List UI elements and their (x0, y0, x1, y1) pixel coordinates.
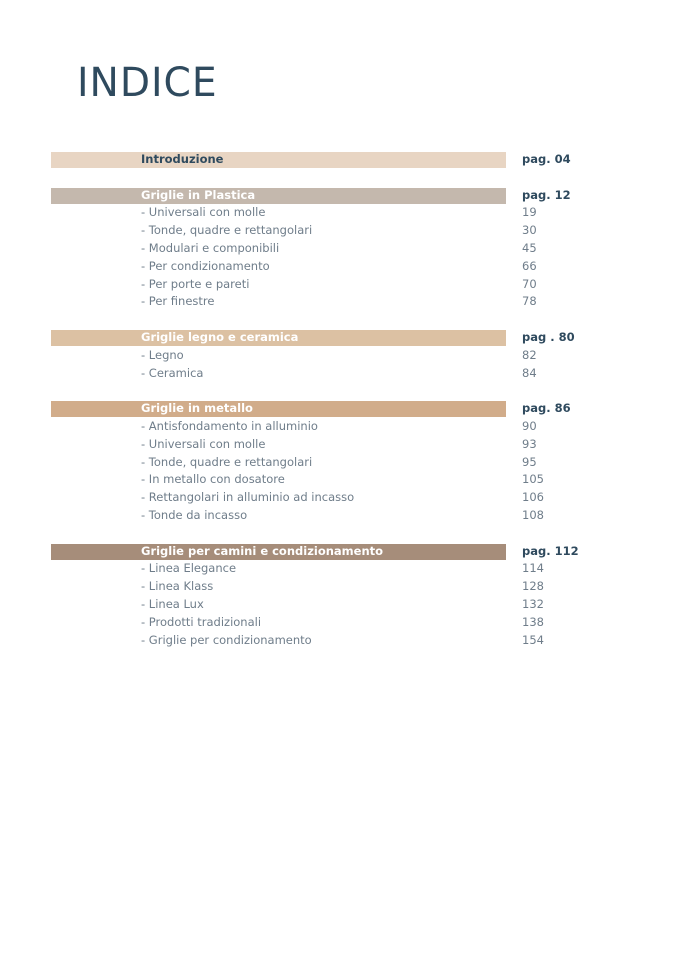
entry-page-number: 19 (522, 205, 537, 220)
entry-title: - Universali con molle (141, 436, 266, 451)
entry-page-number: 78 (522, 294, 537, 309)
entry-page-number: 90 (522, 418, 537, 433)
entry-title: - Tonde, quadre e rettangolari (141, 223, 313, 238)
entry-page-number: 132 (522, 596, 544, 611)
toc-entry[interactable]: - Rettangolari in alluminio ad incasso 10… (0, 489, 678, 507)
entry-page-number: 84 (522, 365, 537, 380)
entry-page-number: 106 (522, 490, 544, 505)
entry-title: - Modulari e componibili (141, 240, 280, 255)
entry-title: - Griglie per condizionamento (141, 632, 312, 647)
toc-entry[interactable]: - Tonde, quadre e rettangolari 30 (0, 222, 678, 240)
section-title: Introduzione (141, 152, 224, 166)
entry-page-number: 30 (522, 223, 537, 238)
page-title: INDICE (77, 60, 218, 106)
section-header[interactable]: Griglie in Plastica pag. 12 (0, 187, 678, 205)
entry-page-number: 93 (522, 436, 537, 451)
section-spacer (0, 311, 678, 329)
section-spacer (0, 525, 678, 543)
section-header[interactable]: Griglie per camini e condizionamento pag.… (0, 543, 678, 561)
toc-entry[interactable]: - Per porte e pareti 70 (0, 276, 678, 294)
toc-entry[interactable]: - Ceramica 84 (0, 365, 678, 383)
section-bar (51, 152, 506, 168)
toc-entry[interactable]: - Linea Lux 132 (0, 596, 678, 614)
toc-entry[interactable]: - Universali con molle 19 (0, 204, 678, 222)
toc-entry[interactable]: - Per condizionamento 66 (0, 258, 678, 276)
entry-page-number: 128 (522, 579, 544, 594)
entry-page-number: 82 (522, 347, 537, 362)
entry-page-number: 45 (522, 240, 537, 255)
entry-title: - Legno (141, 347, 184, 362)
entry-title: - Antisfondamento in alluminio (141, 418, 318, 433)
toc-entry[interactable]: - Legno 82 (0, 347, 678, 365)
toc-entry[interactable]: - Tonde da incasso 108 (0, 507, 678, 525)
section-bar (51, 187, 506, 204)
entry-title: - Tonde da incasso (141, 507, 248, 522)
toc-entry[interactable]: - Universali con molle 93 (0, 436, 678, 454)
section-title: Griglie per camini e condizionamento (141, 543, 384, 558)
section-header[interactable]: Griglie legno e ceramica pag . 80 (0, 329, 678, 347)
entry-title: - Per porte e pareti (141, 276, 250, 291)
section-spacer (0, 382, 678, 400)
section-header[interactable]: Griglie in metallo pag. 86 (0, 400, 678, 418)
section-title: Griglie in metallo (141, 401, 253, 416)
entry-title: - Linea Klass (141, 579, 214, 594)
section-bar (51, 329, 506, 346)
toc-entry[interactable]: - Modulari e componibili 45 (0, 240, 678, 258)
entry-title: - Prodotti tradizionali (141, 614, 262, 629)
toc-entry[interactable]: - Linea Klass 128 (0, 578, 678, 596)
entry-title: - Rettangolari in alluminio ad incasso (141, 490, 355, 505)
entry-title: - Linea Elegance (141, 561, 237, 576)
toc-entry[interactable]: - Antisfondamento in alluminio 90 (0, 418, 678, 436)
entry-page-number: 105 (522, 472, 544, 487)
entry-title: - Tonde, quadre e rettangolari (141, 454, 313, 469)
entry-title: - Per condizionamento (141, 258, 270, 273)
entry-page-number: 108 (522, 507, 544, 522)
entry-page-number: 66 (522, 258, 537, 273)
section-page-number: pag . 80 (522, 329, 575, 344)
entry-title: - Per finestre (141, 294, 215, 309)
table-of-contents: Introduzione pag. 04 Griglie in Plastica pa… (0, 151, 678, 649)
section-page-number: pag. 12 (522, 187, 571, 202)
entry-page-number: 70 (522, 276, 537, 291)
entry-title: - Universali con molle (141, 205, 266, 220)
section-spacer (0, 169, 678, 187)
entry-title: - Linea Lux (141, 596, 204, 611)
section-header[interactable]: Introduzione pag. 04 (0, 151, 678, 169)
entry-page-number: 95 (522, 454, 537, 469)
toc-entry[interactable]: - Per finestre 78 (0, 293, 678, 311)
entry-page-number: 138 (522, 614, 544, 629)
toc-entry[interactable]: - Prodotti tradizionali 138 (0, 614, 678, 632)
section-title: Griglie legno e ceramica (141, 329, 299, 344)
toc-entry[interactable]: - Linea Elegance 114 (0, 560, 678, 578)
entry-title: - In metallo con dosatore (141, 472, 285, 487)
section-title: Griglie in Plastica (141, 187, 256, 202)
section-page-number: pag. 04 (522, 152, 571, 166)
toc-entry[interactable]: - Tonde, quadre e rettangolari 95 (0, 454, 678, 472)
section-bar (51, 543, 506, 560)
entry-page-number: 114 (522, 561, 544, 576)
section-page-number: pag. 112 (522, 543, 579, 558)
toc-entry[interactable]: - In metallo con dosatore 105 (0, 471, 678, 489)
toc-entry[interactable]: - Griglie per condizionamento 154 (0, 632, 678, 650)
section-bar (51, 401, 506, 418)
entry-page-number: 154 (522, 632, 544, 647)
section-page-number: pag. 86 (522, 401, 571, 416)
entry-title: - Ceramica (141, 365, 204, 380)
